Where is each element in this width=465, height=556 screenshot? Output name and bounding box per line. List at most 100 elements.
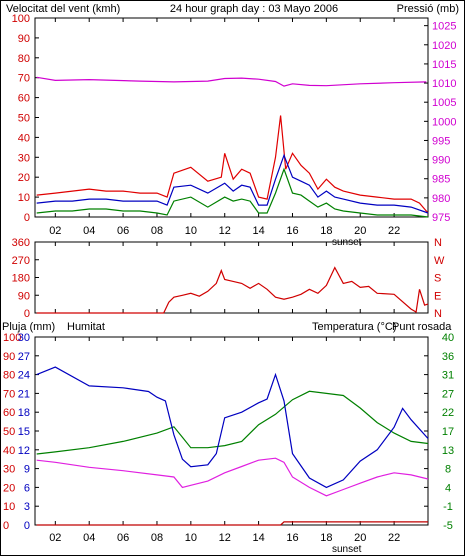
humidity-tick-label: 12 <box>18 445 30 457</box>
x-tick-label: 20 <box>354 225 366 237</box>
rain-tick-label: 60 <box>3 407 15 419</box>
y-left-tick-label: 20 <box>18 172 30 184</box>
x-tick-label: 14 <box>252 532 264 544</box>
humidity-tick-label: 30 <box>18 332 30 344</box>
x-tick-label: 04 <box>83 225 95 237</box>
y-left-tick-label: 50 <box>18 113 30 125</box>
humidity-tick-label: 21 <box>18 388 30 400</box>
humidity-line <box>36 366 429 489</box>
x-tick-label: 14 <box>252 225 264 237</box>
x-tick-label: 12 <box>219 532 231 544</box>
temperature-tick-label: 36 <box>442 351 454 363</box>
dew-point-line <box>36 457 429 497</box>
dew-point-title: Punt rosada <box>392 321 452 333</box>
y-left-tick-label: 180 <box>12 273 30 285</box>
humidity-tick-label: 3 <box>24 501 30 513</box>
x-tick-label: 06 <box>117 225 129 237</box>
pressure-title: Pressió (mb) <box>397 3 459 15</box>
y-right-tick-label: 980 <box>432 193 450 205</box>
compass-label: W <box>434 255 445 267</box>
x-tick-label: 10 <box>185 225 197 237</box>
temperature-tick-label: 40 <box>442 332 454 344</box>
x-tick-label: 02 <box>49 532 61 544</box>
x-tick-label: 06 <box>117 532 129 544</box>
y-left-tick-label: 80 <box>18 53 30 65</box>
x-tick-label: 16 <box>286 532 298 544</box>
rain-line <box>36 521 428 526</box>
y-right-tick-label: 1020 <box>432 40 456 52</box>
temperature-tick-label: 4 <box>445 482 451 494</box>
y-right-tick-label: 1005 <box>432 97 456 109</box>
humidity-tick-label: 15 <box>18 426 30 438</box>
y-left-tick-label: 70 <box>18 73 30 85</box>
x-tick-label: 16 <box>286 225 298 237</box>
temperature-tick-label: 8 <box>445 464 451 476</box>
y-right-tick-label: 990 <box>432 155 450 167</box>
y-right-tick-label: 1000 <box>432 116 456 128</box>
y-right-tick-label: 985 <box>432 174 450 186</box>
y-left-tick-label: 360 <box>12 237 30 249</box>
compass-label: E <box>434 290 441 302</box>
humidity-tick-label: 18 <box>18 407 30 419</box>
wind-max-line <box>36 115 429 214</box>
rain-tick-label: 90 <box>3 351 15 363</box>
temperature-tick-label: 17 <box>442 426 454 438</box>
y-left-tick-label: 90 <box>18 33 30 45</box>
rain-tick-label: 50 <box>3 426 15 438</box>
temperature-tick-label: 31 <box>442 370 454 382</box>
y-left-tick-label: 0 <box>24 212 30 224</box>
chart-title: 24 hour graph day : 03 Mayo 2006 <box>170 3 338 15</box>
x-tick-label: 20 <box>354 532 366 544</box>
panel3-header: Pluja (mm) Humitat Temperatura (°C) Punt… <box>2 321 452 333</box>
rain-tick-label: 20 <box>3 482 15 494</box>
y-left-tick-label: 30 <box>18 152 30 164</box>
x-tick-label: 08 <box>151 225 163 237</box>
temperature-tick-label: 13 <box>442 445 454 457</box>
wind-direction-line <box>36 266 429 314</box>
x-tick-label: 22 <box>388 532 400 544</box>
y-right-tick-label: 1015 <box>432 59 456 71</box>
temperature-tick-label: 22 <box>442 407 454 419</box>
y-left-tick-label: 60 <box>18 93 30 105</box>
wind-min-line <box>36 167 429 218</box>
humidity-title: Humitat <box>67 321 105 333</box>
temperature-line <box>36 390 429 455</box>
x-tick-label: 22 <box>388 225 400 237</box>
rain-tick-label: 70 <box>3 388 15 400</box>
humidity-tick-label: 27 <box>18 351 30 363</box>
y-right-tick-label: 995 <box>432 135 450 147</box>
x-tick-label: 18 <box>320 532 332 544</box>
x-tick-label: 08 <box>151 532 163 544</box>
x-tick-label: 02 <box>49 225 61 237</box>
sunset-marker-label: sunset <box>332 544 362 555</box>
rain-tick-label: 80 <box>3 370 15 382</box>
y-left-tick-label: 40 <box>18 132 30 144</box>
y-left-tick-label: 10 <box>18 192 30 204</box>
rain-tick-label: 40 <box>3 445 15 457</box>
y-left-tick-label: 270 <box>12 255 30 267</box>
wind-speed-title: Velocitat del vent (kmh) <box>6 3 120 15</box>
temperature-tick-label: -1 <box>443 501 453 513</box>
y-right-tick-label: 1025 <box>432 21 456 33</box>
compass-label: N <box>434 237 442 249</box>
chart-header: Velocitat del vent (kmh) 24 hour graph d… <box>6 3 459 15</box>
compass-label: S <box>434 273 441 285</box>
rain-tick-label: 100 <box>3 332 21 344</box>
temperature-tick-label: -5 <box>443 520 453 532</box>
wind-pressure-panel: 02 04 06 08 10 12 14 16 18 20 22sunset010203040506… <box>12 13 457 248</box>
humidity-tick-label: 0 <box>24 520 30 532</box>
humidity-tick-label: 24 <box>18 370 30 382</box>
rain-tick-label: 30 <box>3 464 15 476</box>
temperature-title: Temperatura (°C) <box>312 321 396 333</box>
y-right-tick-label: 975 <box>432 212 450 224</box>
y-left-tick-label: 0 <box>24 308 30 320</box>
temperature-tick-label: 27 <box>442 388 454 400</box>
x-tick-label: 04 <box>83 532 95 544</box>
compass-label: N <box>434 308 442 320</box>
y-left-tick-label: 90 <box>18 290 30 302</box>
wind-avg-line <box>36 153 429 214</box>
